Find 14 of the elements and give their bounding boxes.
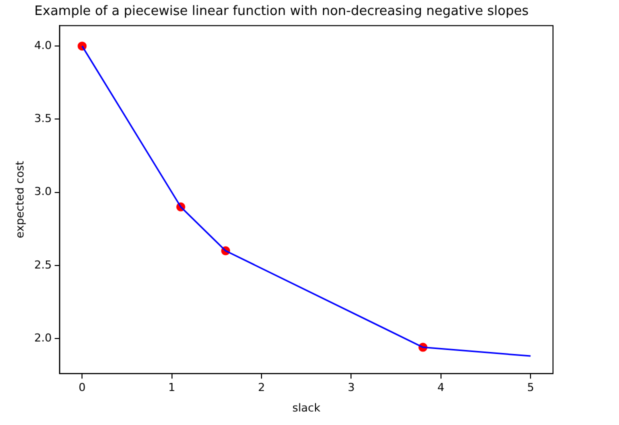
x-axis-title: slack [292,401,321,414]
x-tick-label: 5 [527,381,534,394]
y-axis-title: expected cost [13,160,26,238]
y-tick-label: 3.5 [34,112,52,126]
x-tick-label: 4 [437,381,444,394]
x-tick-label: 0 [78,381,86,394]
x-tick-label: 3 [348,381,355,394]
x-tick-label: 1 [168,381,176,394]
x-tick-label: 2 [258,381,265,394]
y-tick-label: 2.0 [34,331,52,344]
chart-title: Example of a piecewise linear function with non-decreasing negative slopes [34,4,529,20]
y-tick-label: 4.0 [34,38,52,52]
y-tick-label: 3.0 [34,185,52,198]
y-tick-label: 2.5 [34,258,52,272]
